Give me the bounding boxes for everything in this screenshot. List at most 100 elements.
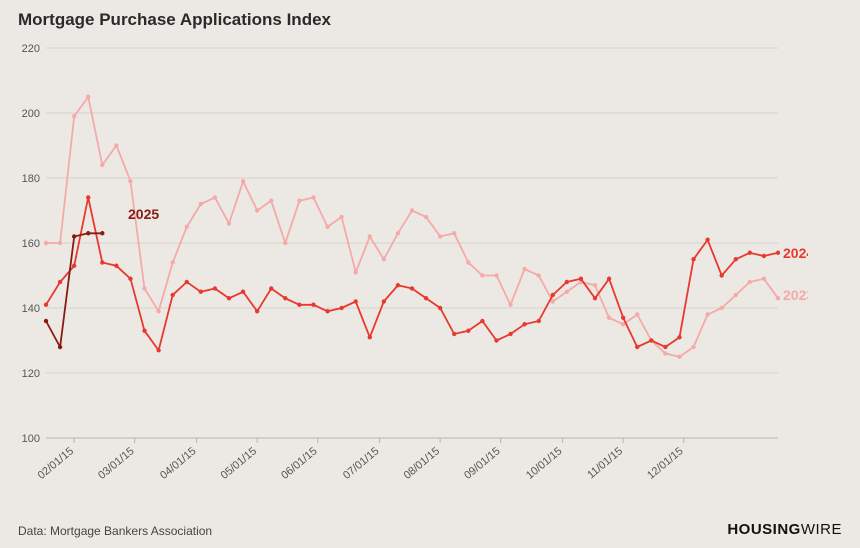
x-tick-label: 11/01/15 <box>585 445 625 480</box>
marker-2024 <box>58 280 62 284</box>
marker-2024 <box>424 296 428 300</box>
series-2023: 2023 <box>44 95 808 359</box>
marker-2023 <box>776 296 780 300</box>
marker-2024 <box>438 306 442 310</box>
marker-2024 <box>339 306 343 310</box>
marker-2024 <box>170 293 174 297</box>
marker-2023 <box>593 283 597 287</box>
marker-2024 <box>480 319 484 323</box>
marker-2024 <box>382 299 386 303</box>
marker-2023 <box>522 267 526 271</box>
marker-2023 <box>508 303 512 307</box>
marker-2023 <box>691 345 695 349</box>
series-label-2023: 2023 <box>783 287 808 303</box>
marker-2024 <box>663 345 667 349</box>
marker-2024 <box>72 264 76 268</box>
marker-2023 <box>199 202 203 206</box>
marker-2023 <box>156 309 160 313</box>
x-tick-label: 08/01/15 <box>402 445 443 480</box>
marker-2024 <box>100 260 104 264</box>
marker-2024 <box>593 296 597 300</box>
marker-2024 <box>705 238 709 242</box>
marker-2023 <box>142 286 146 290</box>
marker-2023 <box>635 312 639 316</box>
marker-2023 <box>607 316 611 320</box>
marker-2024 <box>227 296 231 300</box>
marker-2024 <box>621 316 625 320</box>
marker-2024 <box>579 277 583 281</box>
marker-2023 <box>663 351 667 355</box>
marker-2023 <box>424 215 428 219</box>
marker-2024 <box>649 338 653 342</box>
line-2023 <box>46 97 778 357</box>
marker-2024 <box>86 195 90 199</box>
marker-2023 <box>170 260 174 264</box>
marker-2023 <box>311 195 315 199</box>
marker-2024 <box>156 348 160 352</box>
marker-2024 <box>452 332 456 336</box>
marker-2024 <box>297 303 301 307</box>
chart-title: Mortgage Purchase Applications Index <box>18 10 331 30</box>
marker-2023 <box>438 234 442 238</box>
marker-2024 <box>44 303 48 307</box>
marker-2023 <box>241 179 245 183</box>
marker-2023 <box>339 215 343 219</box>
brand-light: WIRE <box>801 521 842 538</box>
marker-2024 <box>522 322 526 326</box>
marker-2024 <box>241 290 245 294</box>
x-tick-label: 10/01/15 <box>524 445 565 480</box>
chart-container: 10012014016018020022002/01/1503/01/1504/… <box>18 40 808 480</box>
marker-2023 <box>86 95 90 99</box>
marker-2023 <box>565 290 569 294</box>
marker-2023 <box>382 257 386 261</box>
x-tick-label: 07/01/15 <box>341 445 382 480</box>
marker-2024 <box>213 286 217 290</box>
marker-2025 <box>58 345 62 349</box>
marker-2023 <box>452 231 456 235</box>
footer: Data: Mortgage Bankers Association HOUSI… <box>18 521 842 538</box>
marker-2023 <box>128 179 132 183</box>
brand-bold: HOUSING <box>727 521 801 538</box>
x-tick-label: 09/01/15 <box>462 445 503 480</box>
marker-2023 <box>536 273 540 277</box>
x-ticks: 02/01/1503/01/1504/01/1505/01/1506/01/15… <box>36 438 686 480</box>
marker-2024 <box>128 277 132 281</box>
y-tick-label: 160 <box>22 238 40 250</box>
marker-2023 <box>213 195 217 199</box>
marker-2024 <box>269 286 273 290</box>
marker-2023 <box>44 241 48 245</box>
source-label: Data: Mortgage Bankers Association <box>18 524 212 538</box>
marker-2024 <box>368 335 372 339</box>
x-tick-label: 04/01/15 <box>158 445 199 480</box>
marker-2024 <box>607 277 611 281</box>
marker-2025 <box>100 231 104 235</box>
marker-2024 <box>283 296 287 300</box>
marker-2023 <box>719 306 723 310</box>
marker-2024 <box>311 303 315 307</box>
marker-2025 <box>72 234 76 238</box>
marker-2023 <box>269 199 273 203</box>
marker-2024 <box>691 257 695 261</box>
y-tick-label: 120 <box>22 368 40 380</box>
marker-2024 <box>396 283 400 287</box>
marker-2023 <box>480 273 484 277</box>
marker-2024 <box>185 280 189 284</box>
marker-2023 <box>72 114 76 118</box>
marker-2024 <box>635 345 639 349</box>
marker-2024 <box>508 332 512 336</box>
marker-2023 <box>353 270 357 274</box>
series-label-2025: 2025 <box>128 206 159 222</box>
marker-2024 <box>565 280 569 284</box>
line-chart: 10012014016018020022002/01/1503/01/1504/… <box>18 40 808 480</box>
marker-2024 <box>142 329 146 333</box>
marker-2024 <box>199 290 203 294</box>
marker-2024 <box>762 254 766 258</box>
x-tick-label: 02/01/15 <box>36 445 77 480</box>
marker-2024 <box>255 309 259 313</box>
marker-2023 <box>255 208 259 212</box>
marker-2024 <box>494 338 498 342</box>
marker-2023 <box>185 225 189 229</box>
brand-logo: HOUSINGWIRE <box>727 521 842 538</box>
marker-2024 <box>536 319 540 323</box>
marker-2023 <box>705 312 709 316</box>
